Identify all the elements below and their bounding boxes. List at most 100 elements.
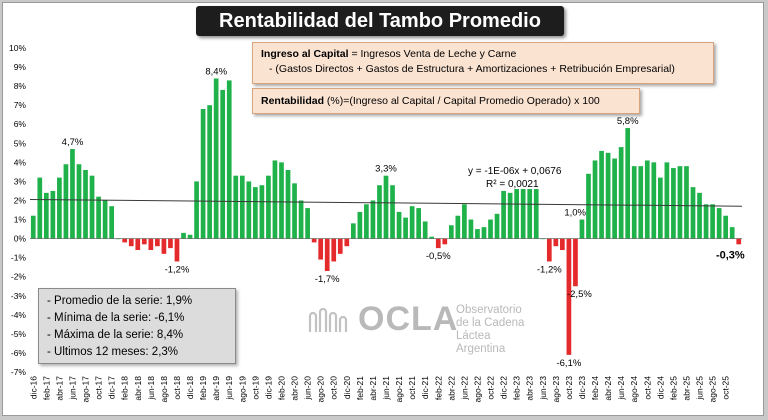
bar (279, 162, 284, 239)
x-tick-label: jun-21 (381, 376, 391, 401)
x-tick-label: feb-21 (355, 376, 365, 400)
y-tick-label: 7% (14, 100, 27, 110)
bar (644, 160, 650, 239)
data-label: 8,4% (205, 67, 227, 78)
x-tick-label: abr-19 (211, 376, 221, 401)
bar (109, 206, 114, 239)
ocla-brand-text: OCLA (358, 300, 459, 338)
income-label: Ingreso al Capital (261, 48, 349, 60)
bar (716, 208, 722, 239)
data-label: 5,8% (617, 116, 639, 127)
bar (377, 185, 382, 239)
y-tick-label: 2% (14, 195, 27, 205)
x-tick-label: jun-19 (224, 376, 234, 401)
bar (586, 173, 591, 239)
x-tick-label: oct-19 (250, 376, 260, 400)
ocla-line-1: Observatorio (456, 304, 522, 316)
x-tick-label: feb-22 (433, 376, 443, 400)
return-label: Rentabilidad (261, 95, 325, 107)
data-label: 4,7% (62, 137, 84, 148)
bar (697, 192, 702, 239)
x-tick-label: oct-23 (564, 376, 574, 400)
bar (213, 78, 219, 239)
x-tick-label: ago-20 (316, 376, 326, 403)
bar (383, 175, 389, 239)
x-tick-label: ago-21 (394, 376, 404, 403)
bar (233, 175, 239, 239)
bar (605, 152, 611, 239)
chart-title: Rentabilidad del Tambo Promedio (196, 6, 564, 36)
bar (337, 238, 343, 254)
bar (579, 219, 585, 239)
series-stats-box: - Promedio de la serie: 1,9% - Mínima de… (38, 288, 236, 364)
bar (494, 213, 500, 239)
bar (161, 238, 167, 254)
y-tick-label: -7% (11, 367, 27, 377)
x-tick-label: jun-20 (303, 376, 313, 401)
x-tick-label: dic-16 (28, 376, 38, 399)
x-tick-label: dic-18 (185, 376, 195, 399)
bar (122, 238, 128, 243)
bar (344, 238, 350, 247)
bar (671, 168, 676, 239)
bar (520, 189, 526, 239)
bar (625, 128, 631, 239)
bar (651, 162, 657, 239)
x-tick-label: jun-18 (146, 376, 156, 401)
x-tick-label: oct-25 (721, 376, 731, 400)
x-tick-label: oct-24 (642, 376, 652, 400)
bar (658, 177, 663, 239)
bar (370, 200, 376, 239)
bar (83, 169, 88, 239)
x-tick-label: dic-21 (420, 376, 430, 399)
bar (566, 238, 572, 355)
bar (527, 189, 533, 239)
bar (357, 211, 363, 239)
x-tick-label: oct-18 (172, 376, 182, 400)
return-formula-box: Rentabilidad (%)=(Ingreso al Capital / C… (252, 88, 640, 114)
income-formula-box: Ingreso al Capital = Ingresos Venta de L… (252, 42, 714, 84)
bar (115, 238, 121, 240)
return-definition: (%)=(Ingreso al Capital / Capital Promed… (324, 95, 600, 107)
bar (187, 234, 193, 239)
x-tick-label: feb-23 (512, 376, 522, 400)
y-tick-label: -5% (11, 329, 27, 339)
bar (70, 149, 75, 239)
bar (396, 211, 402, 239)
x-tick-label: dic-24 (655, 376, 665, 399)
data-label: 1,0% (564, 208, 586, 219)
bar (442, 238, 448, 245)
bar (318, 238, 324, 260)
x-tick-label: feb-17 (41, 376, 51, 400)
trend-r-squared: R² = 0,0021 (486, 179, 539, 190)
bar (292, 183, 297, 239)
x-tick-label: feb-18 (120, 376, 130, 400)
x-tick-label: abr-24 (603, 376, 613, 401)
trend-line (29, 199, 743, 207)
y-tick-label: 5% (14, 138, 27, 148)
bar (416, 208, 422, 239)
bar (220, 89, 226, 239)
bar (253, 187, 258, 239)
bar (194, 181, 199, 239)
bar (448, 225, 454, 239)
bar (710, 204, 715, 239)
x-tick-label: abr-17 (54, 376, 64, 401)
data-label: -1,7% (315, 274, 340, 285)
x-tick-label: ago-24 (629, 376, 639, 403)
x-tick-label: ago-25 (708, 376, 718, 403)
bar (455, 215, 461, 239)
data-label: -0,3% (716, 249, 745, 261)
bar (266, 175, 271, 239)
data-label: -1,2% (537, 265, 562, 276)
stat-last-12-months: - Ultimos 12 meses: 2,3% (47, 346, 179, 358)
x-tick-label: jun-23 (538, 376, 548, 401)
bar (181, 232, 186, 239)
bar (89, 175, 95, 239)
ocla-line-2: de la Cadena Láctea (456, 317, 525, 342)
bar (226, 80, 232, 239)
bar (540, 238, 546, 240)
bar (729, 227, 735, 239)
bar (488, 219, 493, 239)
